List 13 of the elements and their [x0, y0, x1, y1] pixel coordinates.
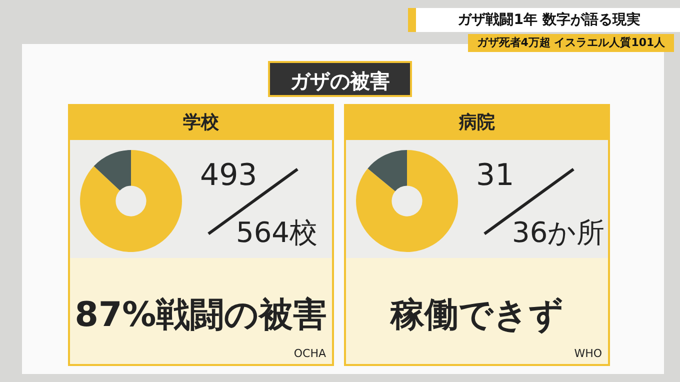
text: ガザ戦闘1年 数字が語る現実	[408, 8, 680, 32]
chart-title: 病院	[346, 106, 608, 140]
text: ガザの被害	[268, 61, 412, 97]
text: ガザ死者4万超 イスラエル人質101人	[468, 34, 674, 52]
text: 稼働できず	[388, 294, 564, 337]
text: OCHA	[294, 347, 326, 360]
text: 493	[200, 158, 258, 193]
text: WHO	[574, 347, 602, 360]
chart-title: 学校	[70, 106, 332, 140]
text: 87%戦闘の被害	[74, 294, 328, 337]
text: 31	[476, 158, 514, 193]
text: 564校	[236, 215, 318, 251]
text: 36か所	[512, 215, 605, 251]
